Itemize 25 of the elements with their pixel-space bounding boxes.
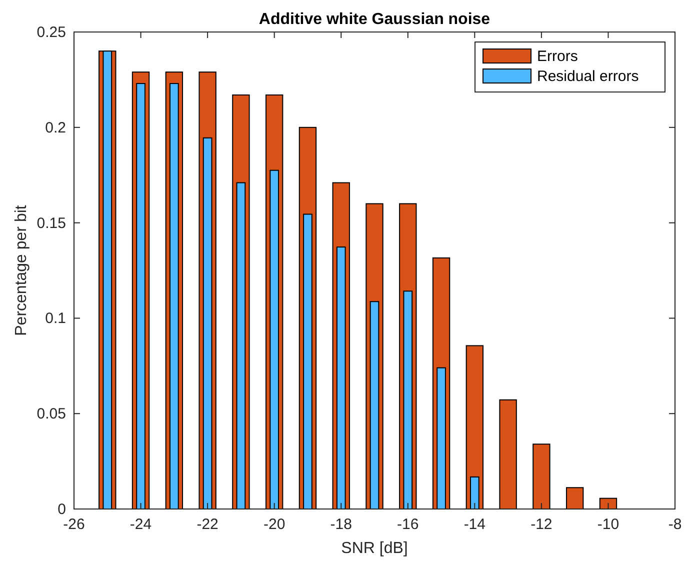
chart-title: Additive white Gaussian noise [258,11,490,28]
x-tick-label: -14 [464,516,486,533]
x-tick-label: -20 [263,516,286,533]
x-tick-label: -24 [130,516,152,533]
bar [566,487,584,510]
legend-label: Residual errors [537,68,639,85]
y-tick-label: 0.1 [45,310,66,328]
bar [499,399,517,510]
y-tick-label: 0.25 [36,24,66,41]
y-tick-label: 0.05 [36,406,66,423]
y-tick-label: 0 [58,501,66,518]
x-tick-label: -12 [530,516,552,533]
x-axis-title: SNR [dB] [341,540,408,557]
y-axis-title: Percentage per bit [13,204,30,336]
x-tick-label: -18 [330,516,352,533]
bar [532,444,550,510]
bar [599,498,618,510]
y-tick-label: 0.2 [45,119,66,136]
legend-label: Errors [537,48,578,65]
y-tick-label: 0.15 [36,214,66,232]
x-tick-label: -10 [597,516,620,533]
x-tick-label: -16 [397,516,419,533]
x-tick-label: -8 [668,516,682,533]
x-tick-label: -26 [63,516,85,533]
x-tick-label: -22 [196,516,218,533]
